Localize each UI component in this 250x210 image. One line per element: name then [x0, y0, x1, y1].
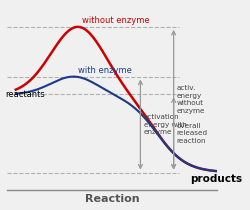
Text: activ.
energy
without
enzyme: activ. energy without enzyme	[177, 85, 205, 114]
Text: activation
energy with
enzyme: activation energy with enzyme	[144, 114, 186, 135]
Text: reactants: reactants	[6, 90, 45, 99]
Text: overall
released
reaction: overall released reaction	[177, 123, 208, 144]
Text: products: products	[190, 174, 242, 184]
Text: with enzyme: with enzyme	[78, 66, 132, 75]
X-axis label: Reaction: Reaction	[85, 194, 140, 205]
Text: without enzyme: without enzyme	[82, 16, 150, 25]
